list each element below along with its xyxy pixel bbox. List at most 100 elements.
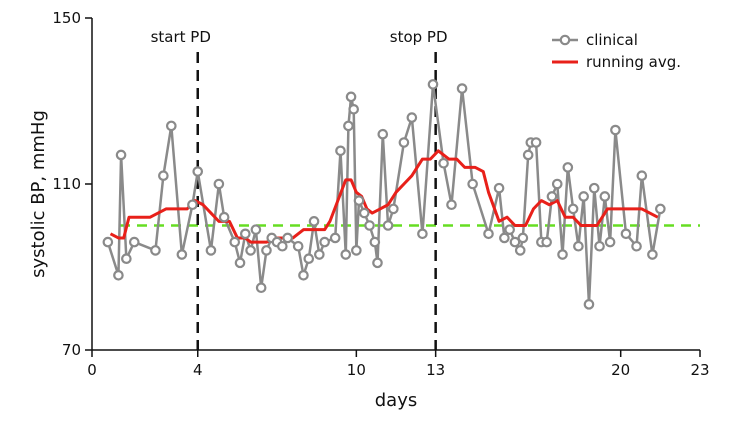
- data-point-clinical: [351, 245, 362, 256]
- x-tick-label: 4: [193, 361, 203, 379]
- legend-label-clinical: clinical: [586, 31, 638, 49]
- data-point-clinical: [446, 199, 457, 211]
- data-point-clinical: [234, 257, 246, 269]
- data-point-clinical: [261, 245, 272, 256]
- data-point-clinical: [604, 236, 616, 248]
- data-point-clinical: [417, 228, 428, 240]
- data-point-clinical: [377, 128, 389, 140]
- data-point-clinical: [406, 112, 418, 123]
- data-point-clinical: [551, 178, 563, 190]
- legend: clinical running avg.: [552, 31, 681, 71]
- data-point-clinical: [610, 124, 621, 136]
- data-point-clinical: [499, 232, 510, 244]
- data-point-clinical: [245, 245, 256, 256]
- data-point-clinical: [314, 249, 325, 260]
- data-point-clinical: [158, 170, 169, 181]
- data-point-clinical: [467, 178, 478, 190]
- data-point-clinical: [647, 249, 658, 260]
- series-group: [102, 79, 666, 310]
- data-point-clinical: [504, 224, 515, 235]
- x-tick-label: 23: [690, 361, 709, 379]
- data-point-clinical: [340, 249, 352, 260]
- data-point-clinical: [218, 211, 230, 223]
- data-point-clinical: [121, 253, 132, 265]
- data-point-clinical: [546, 191, 558, 202]
- data-point-clinical: [292, 240, 304, 252]
- x-axis-title: days: [375, 390, 418, 411]
- data-point-clinical: [594, 240, 605, 252]
- series-line-running-avg: [109, 149, 659, 244]
- data-point-clinical: [427, 79, 439, 90]
- data-point-clinical: [343, 120, 354, 132]
- data-point-clinical: [493, 182, 505, 194]
- data-point-clinical: [303, 253, 315, 265]
- legend-marker-clinical: [559, 34, 571, 46]
- data-point-clinical: [631, 240, 642, 252]
- annotation-label: stop PD: [390, 28, 448, 46]
- data-point-clinical: [509, 236, 521, 248]
- annotation-label: start PD: [151, 28, 211, 46]
- data-point-clinical: [583, 299, 595, 310]
- data-point-clinical: [530, 137, 542, 148]
- data-point-clinical: [166, 120, 177, 132]
- data-point-clinical: [205, 245, 217, 256]
- x-tick-label: 20: [611, 361, 630, 379]
- data-point-clinical: [620, 228, 632, 240]
- data-point-clinical: [308, 216, 320, 227]
- data-point-clinical: [255, 282, 267, 294]
- chart-axes: 70 110 150 0 4 10 13 20 23: [52, 9, 709, 379]
- data-point-clinical: [150, 245, 161, 256]
- data-point-clinical: [382, 220, 394, 231]
- data-point-clinical: [348, 104, 360, 115]
- data-point-clinical: [388, 203, 399, 215]
- data-point-clinical: [192, 166, 204, 177]
- data-point-clinical: [345, 91, 357, 103]
- y-axis-title: systolic BP, mmHg: [28, 110, 49, 278]
- data-point-clinical: [514, 245, 526, 256]
- data-point-clinical: [655, 203, 666, 215]
- data-point-clinical: [229, 236, 241, 248]
- data-point-clinical: [115, 149, 127, 161]
- data-point-clinical: [250, 224, 262, 235]
- data-point-clinical: [562, 162, 574, 173]
- y-tick-label: 70: [62, 341, 81, 359]
- data-point-clinical: [599, 191, 611, 202]
- data-point-clinical: [588, 182, 600, 194]
- data-point-clinical: [240, 228, 251, 240]
- data-point-clinical: [456, 83, 468, 94]
- x-tick-label: 10: [347, 361, 366, 379]
- legend-label-running-avg: running avg.: [586, 53, 681, 71]
- data-point-clinical: [483, 228, 494, 240]
- data-point-clinical: [358, 207, 370, 219]
- data-point-clinical: [102, 236, 114, 248]
- data-point-clinical: [369, 236, 381, 248]
- data-point-clinical: [364, 220, 375, 231]
- data-point-clinical: [517, 232, 529, 244]
- data-point-clinical: [282, 232, 293, 244]
- data-point-clinical: [128, 236, 140, 248]
- data-point-clinical: [372, 257, 383, 269]
- data-point-clinical: [578, 191, 589, 202]
- data-point-clinical: [113, 269, 124, 281]
- data-point-clinical: [329, 232, 341, 244]
- data-point-clinical: [187, 199, 198, 211]
- data-point-clinical: [567, 203, 579, 215]
- data-point-clinical: [438, 157, 449, 169]
- y-tick-label: 110: [52, 175, 81, 193]
- data-point-clinical: [298, 269, 309, 281]
- data-point-clinical: [176, 249, 188, 260]
- x-tick-label: 0: [87, 361, 97, 379]
- x-tick-label: 13: [426, 361, 445, 379]
- data-point-clinical: [573, 240, 584, 252]
- data-point-clinical: [541, 236, 552, 248]
- data-point-clinical: [213, 178, 225, 190]
- data-point-clinical: [335, 145, 346, 157]
- data-point-clinical: [398, 137, 410, 148]
- data-point-clinical: [277, 240, 288, 252]
- y-tick-label: 150: [52, 9, 81, 27]
- data-point-clinical: [353, 195, 365, 206]
- data-point-clinical: [636, 170, 648, 181]
- data-point-clinical: [522, 149, 534, 161]
- data-point-clinical: [319, 236, 330, 248]
